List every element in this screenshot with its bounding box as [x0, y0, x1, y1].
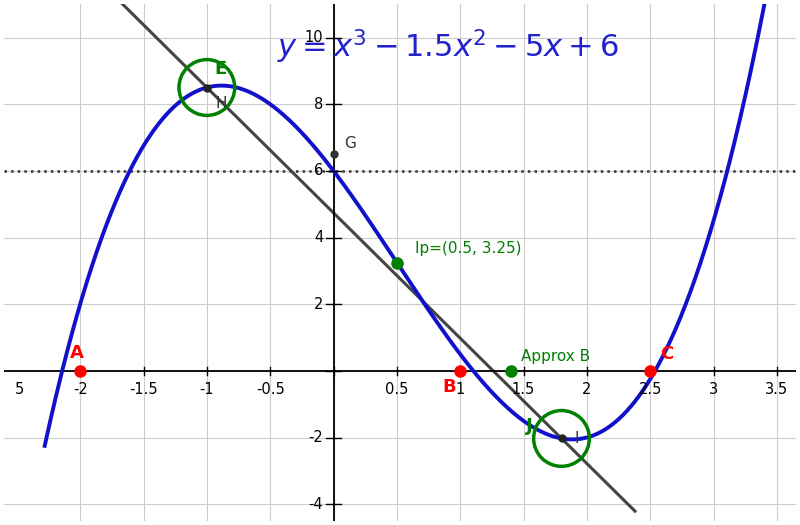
Text: $y = x^3 - 1.5x^2 - 5x + 6$: $y = x^3 - 1.5x^2 - 5x + 6$ — [277, 27, 618, 66]
Text: -1.5: -1.5 — [129, 383, 158, 397]
Text: 2.5: 2.5 — [638, 383, 662, 397]
Text: Approx B: Approx B — [521, 350, 590, 364]
Text: 8: 8 — [314, 97, 323, 112]
Text: I: I — [574, 432, 578, 446]
Text: -2: -2 — [73, 383, 87, 397]
Text: 2: 2 — [582, 383, 591, 397]
Text: A: A — [70, 344, 84, 362]
Text: Ip=(0.5, 3.25): Ip=(0.5, 3.25) — [414, 241, 521, 256]
Text: -4: -4 — [309, 497, 323, 512]
Text: H: H — [216, 96, 227, 111]
Text: 3.5: 3.5 — [766, 383, 788, 397]
Text: 0.5: 0.5 — [385, 383, 409, 397]
Text: -1: -1 — [199, 383, 214, 397]
Text: 10: 10 — [305, 30, 323, 45]
Text: -2: -2 — [309, 430, 323, 445]
Text: 3: 3 — [709, 383, 718, 397]
Text: C: C — [660, 345, 674, 363]
Text: 2: 2 — [314, 297, 323, 312]
Text: 6: 6 — [314, 163, 323, 179]
Text: B: B — [442, 377, 456, 395]
Text: 5: 5 — [14, 383, 24, 397]
Text: 1.5: 1.5 — [512, 383, 535, 397]
Text: G: G — [344, 135, 355, 151]
Text: 1: 1 — [455, 383, 465, 397]
Text: J: J — [526, 417, 533, 435]
Text: -0.5: -0.5 — [256, 383, 285, 397]
Text: 4: 4 — [314, 230, 323, 245]
Text: E: E — [214, 59, 226, 78]
